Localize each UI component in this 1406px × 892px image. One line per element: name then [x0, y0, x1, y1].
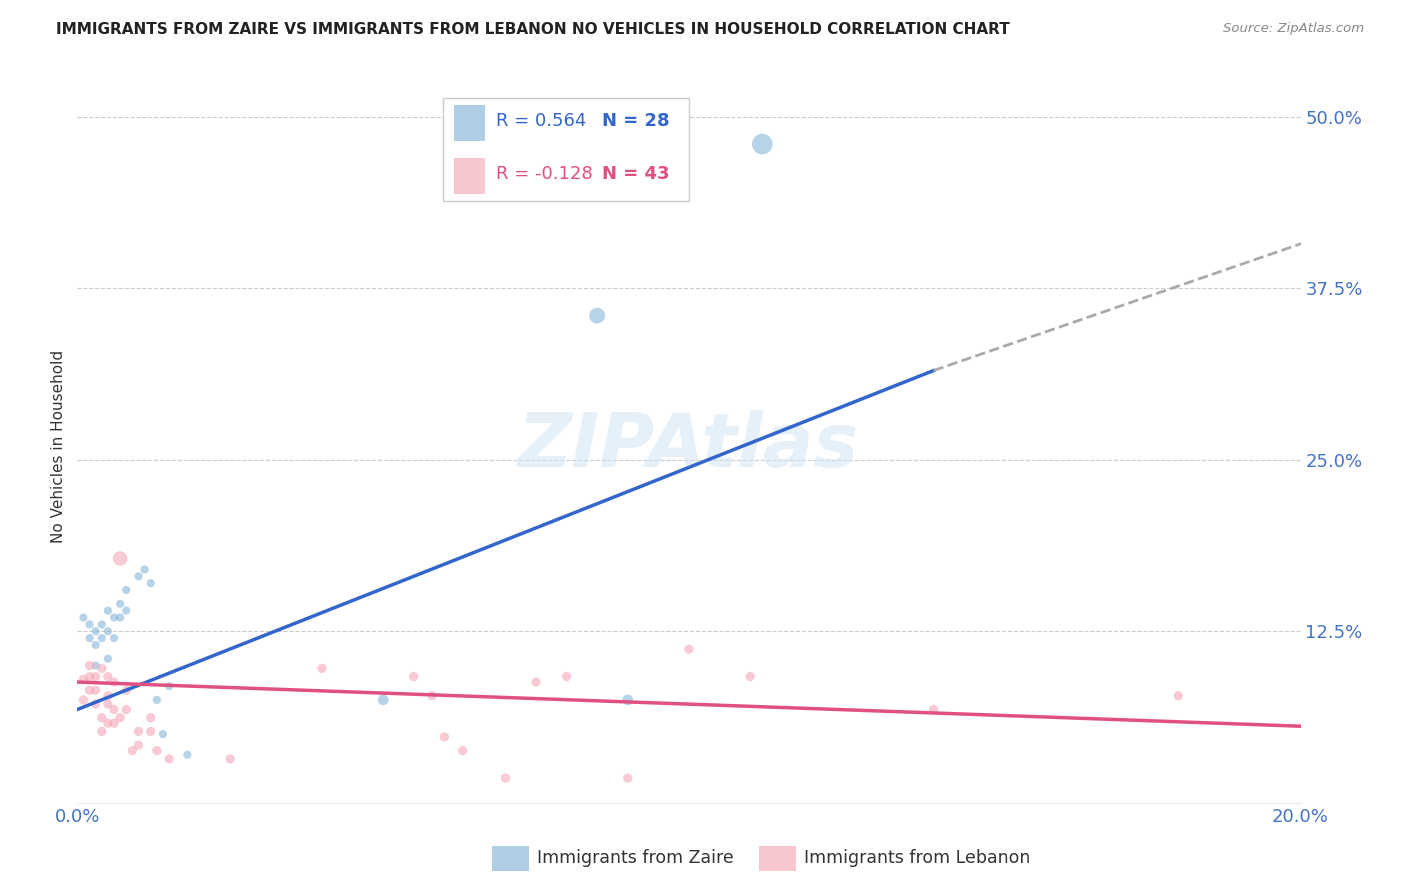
Point [134, 562, 156, 576]
Point [617, 693, 640, 707]
Point [1167, 689, 1189, 703]
Point [115, 702, 138, 716]
Point [108, 551, 131, 566]
Text: Source: ZipAtlas.com: Source: ZipAtlas.com [1223, 22, 1364, 36]
Point [176, 747, 198, 762]
Text: N = 28: N = 28 [602, 112, 669, 130]
Point [115, 583, 138, 598]
Point [72, 673, 94, 687]
Text: R = 0.564: R = 0.564 [496, 112, 586, 130]
Point [157, 752, 180, 766]
Point [524, 675, 547, 690]
Text: N = 43: N = 43 [602, 165, 669, 183]
Text: Immigrants from Zaire: Immigrants from Zaire [537, 849, 734, 867]
Point [555, 669, 578, 683]
Point [115, 604, 138, 618]
Point [103, 631, 125, 645]
Point [433, 730, 456, 744]
Point [127, 569, 149, 583]
Point [371, 693, 394, 707]
Text: IMMIGRANTS FROM ZAIRE VS IMMIGRANTS FROM LEBANON NO VEHICLES IN HOUSEHOLD CORREL: IMMIGRANTS FROM ZAIRE VS IMMIGRANTS FROM… [56, 22, 1010, 37]
Point [586, 309, 609, 323]
Point [495, 771, 517, 785]
Point [84, 638, 107, 652]
Point [121, 744, 143, 758]
Point [402, 669, 425, 683]
Point [79, 617, 101, 632]
Point [146, 744, 169, 758]
Point [103, 702, 125, 716]
Point [84, 697, 107, 711]
Point [115, 683, 138, 698]
Point [127, 738, 149, 752]
Y-axis label: No Vehicles in Household: No Vehicles in Household [51, 350, 66, 542]
Point [103, 716, 125, 731]
Point [451, 744, 474, 758]
Point [922, 702, 945, 716]
Point [108, 597, 131, 611]
Point [90, 631, 112, 645]
Point [139, 724, 162, 739]
Point [90, 711, 112, 725]
Point [97, 689, 120, 703]
Point [97, 669, 120, 683]
Point [103, 675, 125, 690]
Point [617, 771, 640, 785]
Point [72, 693, 94, 707]
Point [79, 631, 101, 645]
Point [108, 711, 131, 725]
Point [219, 752, 242, 766]
Text: R = -0.128: R = -0.128 [496, 165, 593, 183]
Point [90, 661, 112, 675]
Point [740, 669, 762, 683]
Point [90, 724, 112, 739]
Point [146, 693, 169, 707]
Point [152, 727, 174, 741]
Point [103, 610, 125, 624]
Point [97, 604, 120, 618]
Text: Immigrants from Lebanon: Immigrants from Lebanon [804, 849, 1031, 867]
Point [97, 697, 120, 711]
Point [97, 651, 120, 665]
Point [127, 724, 149, 739]
Point [157, 679, 180, 693]
Point [139, 711, 162, 725]
Point [79, 658, 101, 673]
Point [108, 610, 131, 624]
Point [678, 642, 700, 657]
Point [97, 624, 120, 639]
Point [84, 683, 107, 698]
Point [84, 658, 107, 673]
Point [79, 683, 101, 698]
Text: ZIPAtlas: ZIPAtlas [519, 409, 859, 483]
Point [311, 661, 333, 675]
Point [90, 617, 112, 632]
Point [84, 624, 107, 639]
Point [139, 576, 162, 591]
Point [84, 669, 107, 683]
Point [751, 137, 773, 152]
Point [420, 689, 443, 703]
Point [79, 669, 101, 683]
Point [72, 610, 94, 624]
Point [97, 716, 120, 731]
